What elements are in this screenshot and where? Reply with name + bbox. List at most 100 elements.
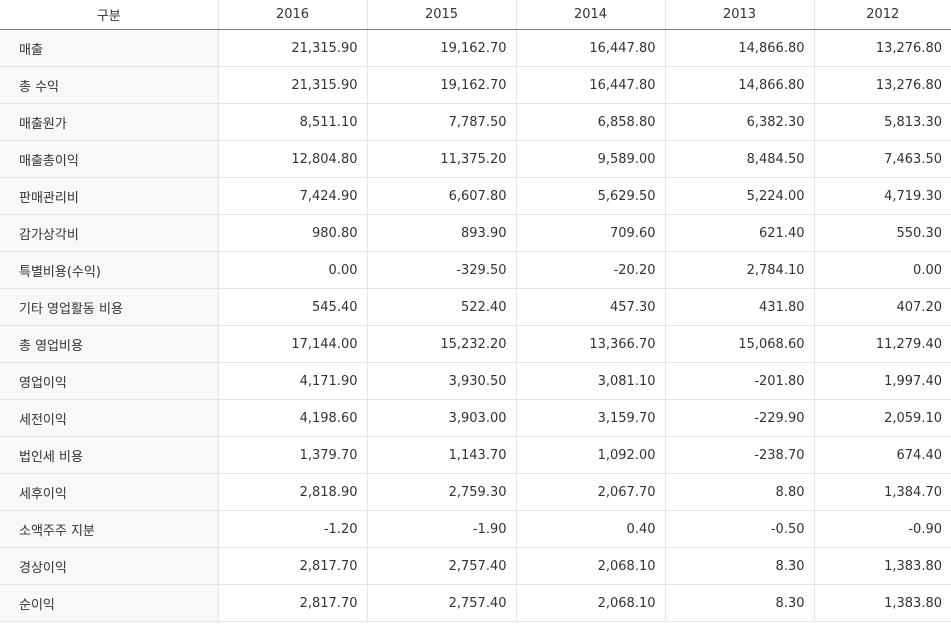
table-header-row: 구분 2016 2015 2014 2013 2012	[0, 0, 951, 30]
value-cell: 2,818.90	[217, 473, 367, 511]
value-cell: 3,903.00	[366, 399, 516, 437]
table-row: 특별비용(수익) 0.00 -329.50 -20.20 2,784.10 0.00	[0, 251, 951, 289]
value-cell: 4,171.90	[217, 362, 367, 400]
value-cell: 621.40	[664, 214, 814, 252]
value-cell: -201.80	[664, 362, 814, 400]
row-label: 총 영업비용	[0, 325, 218, 363]
value-cell: 1,384.70	[813, 473, 951, 511]
value-cell: 2,757.40	[366, 584, 516, 622]
table-row: 매출 21,315.90 19,162.70 16,447.80 14,866.80 13…	[0, 29, 951, 67]
value-cell: 1,092.00	[515, 436, 665, 474]
value-cell: 2,059.10	[813, 399, 951, 437]
table-row: 순이익 2,817.70 2,757.40 2,068.10 8.30 1,383.80	[0, 584, 951, 622]
value-cell: 13,366.70	[515, 325, 665, 363]
row-label: 매출총이익	[0, 140, 218, 178]
value-cell: -20.20	[515, 251, 665, 289]
value-cell: 8.30	[664, 547, 814, 585]
value-cell: -238.70	[664, 436, 814, 474]
table-row: 총 수익 21,315.90 19,162.70 16,447.80 14,866.80…	[0, 66, 951, 104]
value-cell: 8,484.50	[664, 140, 814, 178]
value-cell: 14,866.80	[664, 29, 814, 67]
header-year-2014: 2014	[515, 0, 665, 30]
row-label: 매출원가	[0, 103, 218, 141]
value-cell: 16,447.80	[515, 29, 665, 67]
table-row: 총 영업비용 17,144.00 15,232.20 13,366.70 15,068.…	[0, 325, 951, 363]
value-cell: 893.90	[366, 214, 516, 252]
value-cell: 21,315.90	[217, 29, 367, 67]
row-label: 세후이익	[0, 473, 218, 511]
value-cell: 3,930.50	[366, 362, 516, 400]
table-row: 영업이익 4,171.90 3,930.50 3,081.10 -201.80 1,997…	[0, 362, 951, 400]
value-cell: 709.60	[515, 214, 665, 252]
row-label: 법인세 비용	[0, 436, 218, 474]
table-row: 세전이익 4,198.60 3,903.00 3,159.70 -229.90 2,059…	[0, 399, 951, 437]
value-cell: 14,866.80	[664, 66, 814, 104]
header-year-2012: 2012	[813, 0, 951, 30]
value-cell: 0.40	[515, 510, 665, 548]
value-cell: -1.90	[366, 510, 516, 548]
value-cell: -1.20	[217, 510, 367, 548]
row-label: 순이익	[0, 584, 218, 622]
value-cell: 0.00	[813, 251, 951, 289]
value-cell: 11,279.40	[813, 325, 951, 363]
row-label: 영업이익	[0, 362, 218, 400]
table-row: 기타 영업활동 비용 545.40 522.40 457.30 431.80 407.20	[0, 288, 951, 326]
value-cell: 15,232.20	[366, 325, 516, 363]
value-cell: 674.40	[813, 436, 951, 474]
header-year-2016: 2016	[217, 0, 367, 30]
header-year-2013: 2013	[664, 0, 814, 30]
value-cell: 9,589.00	[515, 140, 665, 178]
value-cell: 6,858.80	[515, 103, 665, 141]
table-row: 판매관리비 7,424.90 6,607.80 5,629.50 5,224.00 4,7…	[0, 177, 951, 215]
value-cell: 19,162.70	[366, 29, 516, 67]
value-cell: 2,068.10	[515, 584, 665, 622]
value-cell: 17,144.00	[217, 325, 367, 363]
value-cell: 457.30	[515, 288, 665, 326]
value-cell: 8.80	[664, 473, 814, 511]
value-cell: 6,607.80	[366, 177, 516, 215]
value-cell: 2,817.70	[217, 547, 367, 585]
value-cell: -229.90	[664, 399, 814, 437]
value-cell: 1,383.80	[813, 547, 951, 585]
row-label: 경상이익	[0, 547, 218, 585]
table-row: 매출총이익 12,804.80 11,375.20 9,589.00 8,484.50 7…	[0, 140, 951, 178]
value-cell: 21,315.90	[217, 66, 367, 104]
value-cell: 2,784.10	[664, 251, 814, 289]
table-row: 법인세 비용 1,379.70 1,143.70 1,092.00 -238.70 674…	[0, 436, 951, 474]
value-cell: 3,159.70	[515, 399, 665, 437]
value-cell: 12,804.80	[217, 140, 367, 178]
value-cell: 0.00	[217, 251, 367, 289]
value-cell: 431.80	[664, 288, 814, 326]
table-body: 매출 21,315.90 19,162.70 16,447.80 14,866.80 13…	[0, 29, 951, 622]
table-row: 세후이익 2,818.90 2,759.30 2,067.70 8.80 1,384.70	[0, 473, 951, 511]
value-cell: 13,276.80	[813, 66, 951, 104]
row-label: 판매관리비	[0, 177, 218, 215]
value-cell: 11,375.20	[366, 140, 516, 178]
row-label: 매출	[0, 29, 218, 67]
value-cell: 2,817.70	[217, 584, 367, 622]
value-cell: 3,081.10	[515, 362, 665, 400]
value-cell: 4,198.60	[217, 399, 367, 437]
table-row: 매출원가 8,511.10 7,787.50 6,858.80 6,382.30 5,81…	[0, 103, 951, 141]
value-cell: 550.30	[813, 214, 951, 252]
value-cell: 1,383.80	[813, 584, 951, 622]
value-cell: 4,719.30	[813, 177, 951, 215]
value-cell: 8.30	[664, 584, 814, 622]
value-cell: 15,068.60	[664, 325, 814, 363]
value-cell: 7,463.50	[813, 140, 951, 178]
value-cell: 6,382.30	[664, 103, 814, 141]
value-cell: 2,067.70	[515, 473, 665, 511]
table-row: 감가상각비 980.80 893.90 709.60 621.40 550.30	[0, 214, 951, 252]
value-cell: 5,629.50	[515, 177, 665, 215]
value-cell: 2,759.30	[366, 473, 516, 511]
value-cell: 1,997.40	[813, 362, 951, 400]
value-cell: 1,143.70	[366, 436, 516, 474]
row-label: 총 수익	[0, 66, 218, 104]
value-cell: 8,511.10	[217, 103, 367, 141]
value-cell: 1,379.70	[217, 436, 367, 474]
value-cell: 7,424.90	[217, 177, 367, 215]
value-cell: 407.20	[813, 288, 951, 326]
value-cell: 522.40	[366, 288, 516, 326]
value-cell: -0.90	[813, 510, 951, 548]
value-cell: -329.50	[366, 251, 516, 289]
